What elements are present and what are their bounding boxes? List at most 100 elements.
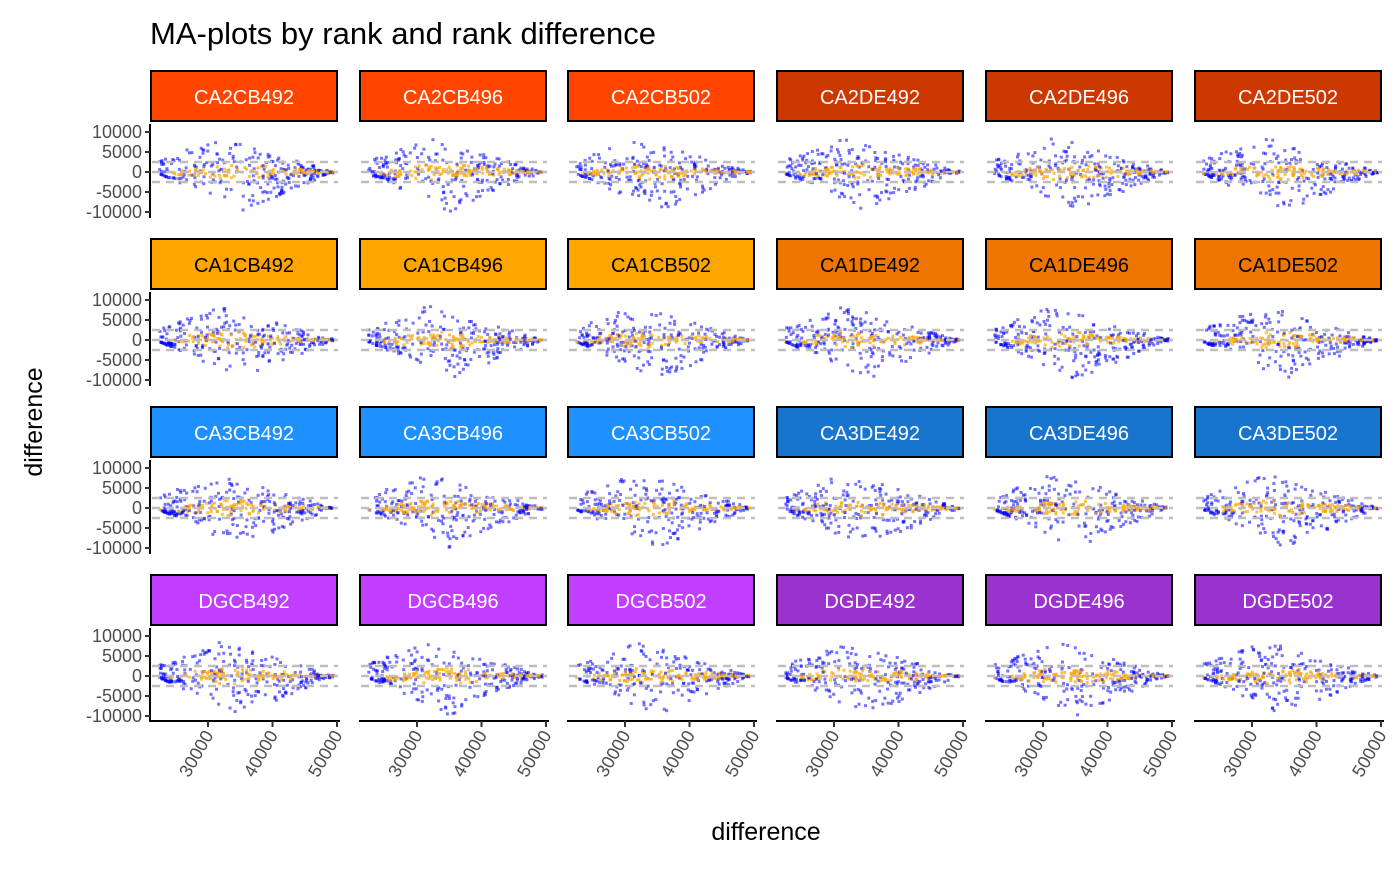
data-point	[642, 146, 645, 149]
data-point	[1251, 335, 1254, 338]
chart-title: MA-plots by rank and rank difference	[150, 16, 656, 51]
data-point	[820, 152, 823, 155]
data-point	[215, 481, 218, 484]
data-point	[813, 177, 816, 180]
data-point	[256, 202, 259, 205]
data-point	[843, 311, 846, 314]
data-point	[664, 202, 667, 205]
data-point	[636, 165, 639, 168]
data-point	[809, 319, 812, 322]
data-point	[1275, 157, 1278, 160]
data-point	[433, 341, 436, 344]
data-point	[1086, 151, 1089, 154]
data-point	[420, 152, 423, 155]
y-tick-label: 0	[132, 498, 142, 518]
data-point	[1316, 340, 1319, 343]
data-point	[1016, 155, 1019, 158]
data-point	[232, 507, 235, 510]
data-point	[1210, 157, 1213, 160]
y-tick-label: -5000	[96, 182, 142, 202]
data-point	[266, 342, 269, 345]
data-point	[1295, 342, 1298, 345]
data-point	[229, 514, 232, 517]
data-point	[723, 167, 726, 170]
data-point	[859, 352, 862, 355]
data-point	[636, 367, 639, 370]
data-point	[330, 337, 333, 340]
data-point	[218, 518, 221, 521]
data-point	[229, 532, 232, 535]
data-point	[252, 174, 255, 177]
data-point	[614, 319, 617, 322]
data-point	[873, 365, 876, 368]
data-point	[637, 356, 640, 359]
data-point	[674, 357, 677, 360]
facet-label: CA2CB492	[194, 87, 294, 109]
data-point	[1339, 341, 1342, 344]
data-point	[1105, 176, 1108, 179]
data-point	[1283, 149, 1286, 152]
data-point	[1046, 319, 1049, 322]
data-point	[494, 333, 497, 336]
data-point	[1081, 159, 1084, 162]
data-point	[248, 164, 251, 167]
data-point	[246, 180, 249, 183]
data-point	[819, 342, 822, 345]
data-point	[859, 318, 862, 321]
data-point	[1125, 183, 1128, 186]
data-point	[240, 514, 243, 517]
data-point	[703, 169, 706, 172]
data-point	[179, 320, 182, 323]
data-point	[1236, 155, 1239, 158]
data-point	[804, 326, 807, 329]
data-point	[179, 335, 182, 338]
data-point	[1331, 334, 1334, 337]
data-point	[1269, 333, 1272, 336]
data-point	[438, 166, 441, 169]
data-point	[197, 485, 200, 488]
data-point	[459, 489, 462, 492]
data-point	[648, 331, 651, 334]
data-point	[194, 511, 197, 514]
data-point	[1014, 336, 1017, 339]
data-point	[1239, 148, 1242, 151]
data-point	[1277, 320, 1280, 323]
data-point	[815, 172, 818, 175]
data-point	[1303, 172, 1306, 175]
data-point	[877, 365, 880, 368]
data-point	[830, 359, 833, 362]
data-point	[1058, 369, 1061, 372]
data-point	[807, 343, 810, 346]
data-point	[836, 148, 839, 151]
data-point	[1027, 152, 1030, 155]
data-point	[256, 369, 259, 372]
data-point	[1105, 166, 1108, 169]
data-point	[1118, 188, 1121, 191]
data-point	[1043, 352, 1046, 355]
data-point	[1052, 143, 1055, 146]
data-point	[467, 338, 470, 341]
data-point	[730, 168, 733, 171]
data-point	[201, 504, 204, 507]
data-point	[624, 345, 627, 348]
data-point	[1033, 316, 1036, 319]
data-point	[684, 342, 687, 345]
data-point	[909, 342, 912, 345]
data-point	[260, 339, 263, 342]
data-point	[267, 153, 270, 156]
facet-label: CA3CB496	[403, 423, 503, 445]
data-point	[262, 520, 265, 523]
data-point	[228, 324, 231, 327]
data-point	[1084, 355, 1087, 358]
data-point	[288, 510, 291, 513]
data-point	[1107, 182, 1110, 185]
data-point	[1052, 178, 1055, 181]
data-point	[288, 181, 291, 184]
data-point	[843, 337, 846, 340]
data-point	[1070, 141, 1073, 144]
data-point	[200, 315, 203, 318]
data-point	[1116, 156, 1119, 159]
data-point	[418, 164, 421, 167]
y-tick-label: 10000	[92, 122, 142, 142]
